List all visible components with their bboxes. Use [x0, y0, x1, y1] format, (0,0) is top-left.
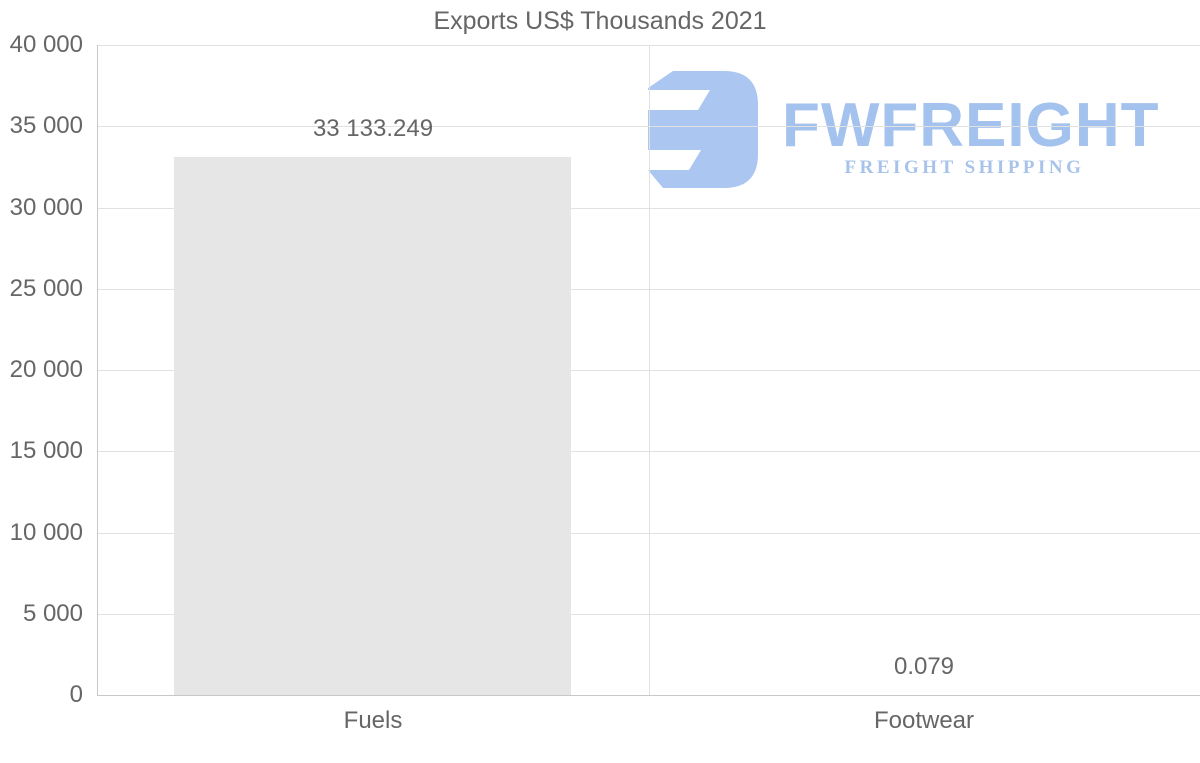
watermark-tagline-text: FREIGHT SHIPPING	[844, 157, 1085, 178]
y-tick-label: 5 000	[22, 600, 83, 627]
y-gridline	[97, 533, 1200, 534]
bar-value-label: 0.079	[893, 653, 955, 680]
y-tick-label: 40 000	[9, 31, 83, 58]
x-category-label: Fuels	[343, 707, 403, 734]
y-gridline	[97, 370, 1200, 371]
chart-title: Exports US$ Thousands 2021	[433, 7, 767, 35]
y-tick-label: 25 000	[9, 275, 83, 302]
y-gridline	[97, 208, 1200, 209]
y-gridline	[97, 45, 1200, 46]
y-tick-label: 15 000	[9, 437, 83, 464]
y-gridline	[97, 126, 1200, 127]
y-tick-label: 10 000	[9, 519, 83, 546]
y-tick-label: 30 000	[9, 194, 83, 221]
bar-value-label: 33 133.249	[312, 115, 434, 142]
y-tick-label: 0	[69, 681, 83, 708]
y-tick-label: 20 000	[9, 356, 83, 383]
column-divider-gridline	[649, 45, 650, 695]
fwfreight-logo-icon	[648, 71, 758, 188]
y-tick-label: 35 000	[9, 112, 83, 139]
x-axis-line	[97, 695, 1200, 696]
y-axis-line	[97, 45, 98, 695]
y-gridline	[97, 614, 1200, 615]
y-gridline	[97, 451, 1200, 452]
watermark-brand-text: FWFREIGHT	[782, 91, 1160, 160]
bar-fuels	[174, 156, 571, 695]
y-gridline	[97, 289, 1200, 290]
x-category-label: Footwear	[873, 707, 975, 734]
